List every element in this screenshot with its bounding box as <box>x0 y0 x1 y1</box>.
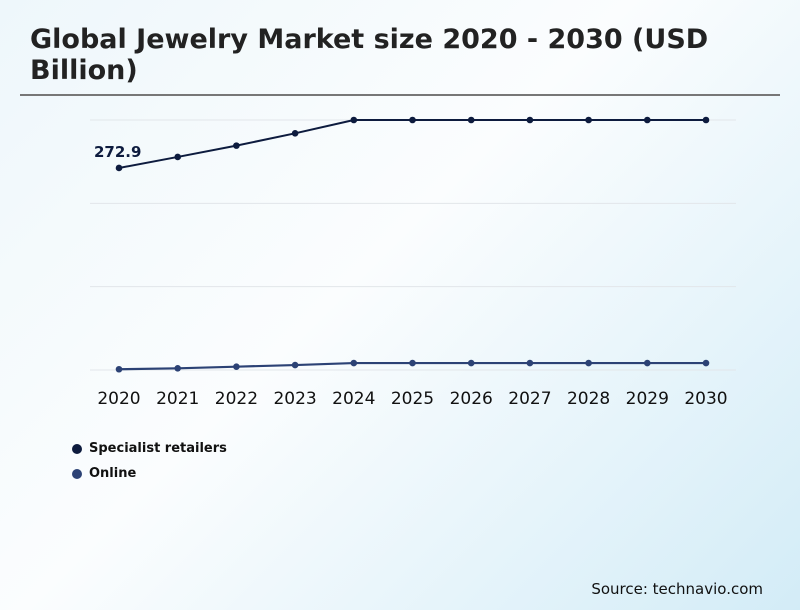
x-tick-label: 2025 <box>391 389 434 409</box>
data-point <box>350 116 358 124</box>
legend-marker <box>72 468 82 479</box>
x-tick-label: 2023 <box>273 389 316 409</box>
series-line <box>118 119 706 169</box>
data-point <box>644 359 651 367</box>
data-point <box>291 361 299 369</box>
legend-marker <box>72 443 82 454</box>
data-point <box>644 116 651 124</box>
legend-item-online: Online <box>72 461 227 486</box>
x-tick-label: 2029 <box>626 389 669 409</box>
data-point <box>174 364 181 372</box>
x-tick-label: 2020 <box>97 389 140 409</box>
x-tick-label: 2027 <box>508 389 551 409</box>
data-point <box>291 130 299 137</box>
legend-item-specialist: Specialist retailers <box>72 436 227 461</box>
x-tick-label: 2024 <box>332 389 375 409</box>
data-point <box>526 116 534 124</box>
title-divider <box>20 94 780 96</box>
data-point <box>467 116 475 124</box>
data-point <box>174 153 181 161</box>
data-point <box>585 359 592 367</box>
data-point <box>702 359 710 367</box>
legend-label: Specialist retailers <box>89 441 227 456</box>
data-point <box>702 116 710 124</box>
data-point <box>233 142 240 149</box>
x-tick-label: 2022 <box>215 389 258 409</box>
legend-label: Online <box>89 466 137 481</box>
data-point <box>409 359 416 367</box>
chart-title: Global Jewelry Market size 2020 - 2030 (… <box>30 24 709 86</box>
data-point <box>115 365 123 373</box>
data-point <box>350 359 358 367</box>
data-point <box>233 363 240 370</box>
legend: Specialist retailers Online <box>72 436 227 486</box>
data-label: 272.9 <box>94 143 141 161</box>
source-note: Source: technavio.com <box>591 580 763 598</box>
data-point <box>467 359 475 367</box>
data-point <box>115 164 123 172</box>
data-point <box>526 359 534 367</box>
x-tick-label: 2021 <box>156 389 199 409</box>
data-point <box>585 116 592 124</box>
x-tick-label: 2030 <box>684 389 727 409</box>
data-point <box>409 116 416 124</box>
x-tick-label: 2026 <box>450 389 493 409</box>
x-tick-label: 2028 <box>567 389 610 409</box>
